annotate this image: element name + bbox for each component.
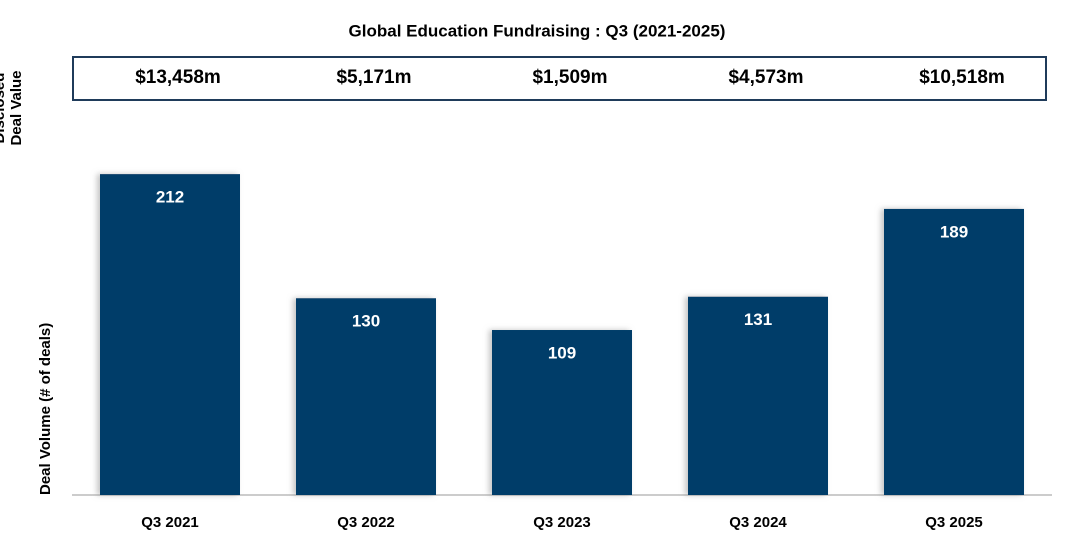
deal-value-label: Disclosed Deal Value xyxy=(0,70,25,146)
chart-title: Global Education Fundraising : Q3 (2021-… xyxy=(349,21,726,40)
bar xyxy=(688,296,828,495)
x-tick-label: Q3 2025 xyxy=(925,514,983,531)
deal-value-box xyxy=(72,56,1047,101)
deal-value: $13,458m xyxy=(135,67,221,88)
deal-value: $5,171m xyxy=(336,67,411,88)
value-label: 189 xyxy=(940,222,968,241)
x-tick-label: Q3 2022 xyxy=(337,514,395,531)
x-tick-label: Q3 2024 xyxy=(729,514,787,531)
bar xyxy=(884,208,1024,495)
bar xyxy=(492,330,632,495)
bar xyxy=(100,174,240,496)
x-tick-label: Q3 2021 xyxy=(141,514,199,531)
deal-value: $4,573m xyxy=(728,67,803,88)
value-label: 130 xyxy=(352,312,380,331)
value-label: 212 xyxy=(156,188,184,207)
y-axis-label: Deal Volume (# of deals) xyxy=(37,323,54,495)
deal-value: $1,509m xyxy=(532,67,607,88)
deal-value: $10,518m xyxy=(919,67,1005,88)
bar xyxy=(296,298,436,495)
x-tick-label: Q3 2023 xyxy=(533,514,591,531)
value-label: 131 xyxy=(744,310,772,329)
value-label: 109 xyxy=(548,343,576,362)
